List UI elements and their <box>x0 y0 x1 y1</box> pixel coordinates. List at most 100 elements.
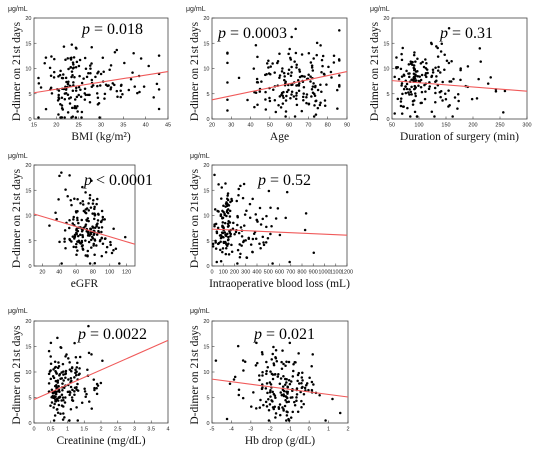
data-point <box>77 373 80 376</box>
y-unit-label: μg/mL <box>190 308 210 315</box>
y-tick-label: 15 <box>25 41 31 47</box>
data-point <box>400 82 404 85</box>
data-point <box>70 203 73 207</box>
data-point <box>75 406 78 409</box>
data-point <box>74 245 78 249</box>
data-point <box>157 107 161 111</box>
data-point <box>83 98 87 101</box>
data-point <box>226 51 229 55</box>
data-point <box>251 237 255 241</box>
data-point <box>73 235 77 238</box>
y-unit-label: μg/mL <box>8 153 28 160</box>
y-tick-label: 15 <box>383 41 389 47</box>
data-point <box>312 92 316 96</box>
data-point <box>60 262 63 265</box>
data-point <box>295 94 298 97</box>
data-point <box>252 232 256 236</box>
data-point <box>289 396 293 399</box>
data-point <box>452 77 455 81</box>
data-point <box>261 374 264 377</box>
data-point <box>80 401 84 404</box>
data-point <box>226 208 230 211</box>
data-point <box>87 202 90 205</box>
data-point <box>86 93 90 97</box>
data-point <box>79 233 82 237</box>
data-point <box>434 66 437 69</box>
data-point <box>280 360 283 364</box>
data-point <box>100 226 104 229</box>
data-point <box>448 80 451 83</box>
data-point <box>285 378 288 381</box>
data-point <box>221 250 224 254</box>
data-point <box>103 97 106 100</box>
data-point <box>278 95 282 98</box>
data-point <box>291 375 295 378</box>
data-point <box>59 346 62 349</box>
data-point <box>76 419 80 422</box>
data-point <box>311 353 314 356</box>
data-point <box>260 80 263 83</box>
data-point <box>264 90 267 94</box>
regression-line <box>211 228 348 236</box>
data-point <box>93 217 96 221</box>
data-point <box>405 82 409 86</box>
data-point <box>67 67 70 71</box>
data-point <box>39 86 43 89</box>
data-point <box>95 202 98 206</box>
data-point <box>100 209 104 213</box>
data-point <box>100 220 103 223</box>
data-point <box>453 96 457 99</box>
data-point <box>60 106 64 110</box>
data-point <box>55 217 58 221</box>
data-point <box>305 95 308 99</box>
data-point <box>59 69 62 73</box>
data-point <box>226 198 230 202</box>
p-value-label: p = 0.52 <box>257 172 311 189</box>
data-point <box>69 376 73 380</box>
data-point <box>132 52 135 55</box>
data-point <box>81 200 85 203</box>
data-point <box>109 86 113 89</box>
data-point <box>92 378 96 381</box>
data-point <box>313 104 316 107</box>
data-point <box>393 112 396 115</box>
data-point <box>77 221 80 225</box>
y-tick-label: 20 <box>203 319 209 325</box>
data-point <box>242 182 246 186</box>
data-point <box>49 404 52 408</box>
data-point <box>222 236 225 239</box>
y-tick-label: 15 <box>203 41 209 47</box>
data-point <box>447 26 451 30</box>
data-point <box>103 237 107 241</box>
x-tick-label: 40 <box>248 123 254 129</box>
data-point <box>221 216 225 220</box>
x-tick-label: 800 <box>297 270 306 276</box>
data-point <box>44 107 48 111</box>
data-point <box>142 85 146 88</box>
data-point <box>47 349 51 353</box>
data-point <box>77 93 80 97</box>
data-point <box>100 236 104 240</box>
data-point <box>214 247 218 250</box>
y-axis-label: D-dimer on 21st days <box>189 168 201 268</box>
data-point <box>282 71 286 75</box>
data-point <box>275 359 279 363</box>
data-point <box>269 370 272 373</box>
data-point <box>93 388 96 392</box>
data-point <box>288 47 291 51</box>
x-tick-label: 150 <box>441 123 450 129</box>
data-point <box>109 243 112 247</box>
data-point <box>440 42 444 45</box>
data-point <box>82 77 85 80</box>
data-point <box>211 245 215 248</box>
data-point <box>67 357 70 360</box>
data-point <box>259 223 263 226</box>
data-point <box>241 196 245 200</box>
data-point <box>321 64 324 68</box>
data-point <box>84 191 87 194</box>
data-point <box>221 221 225 224</box>
data-point <box>258 374 261 377</box>
data-point <box>80 239 84 243</box>
data-point <box>93 238 97 241</box>
data-point <box>64 247 67 250</box>
